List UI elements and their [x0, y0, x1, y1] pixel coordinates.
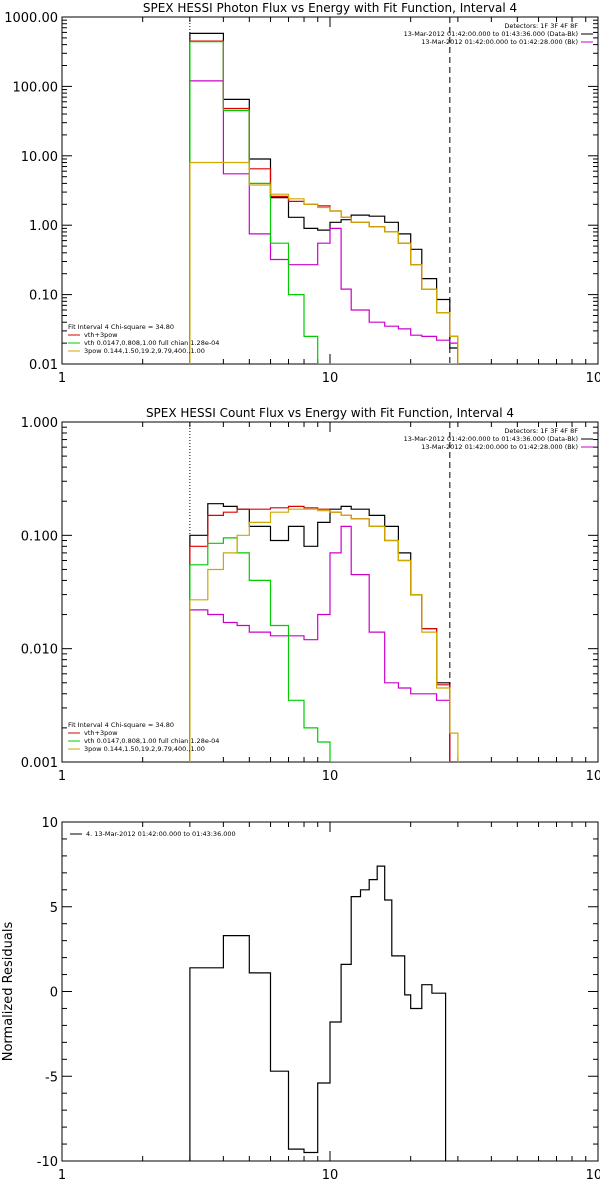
- x-tick-label: 100: [586, 371, 600, 386]
- legend-entry: vth+3pow: [84, 331, 118, 339]
- y-tick-label: 0.01: [29, 358, 58, 373]
- data-time-label: 13-Mar-2012 01:42:00.000 to 01:43:36.000…: [404, 30, 578, 38]
- x-tick-label: 10: [322, 371, 339, 386]
- y-tick-label: 0.010: [21, 643, 58, 658]
- detectors-label: Detectors: 1F 3F 4F 8F: [504, 22, 578, 30]
- y-tick-label: 0.10: [29, 289, 58, 304]
- y-tick-label: 5: [50, 901, 58, 916]
- series-line-1-3: [189, 40, 459, 364]
- x-tick-label: 10: [322, 769, 339, 784]
- legend-entry: vth 0.0147,0.808,1.00 full chian 1.28e-0…: [84, 339, 219, 347]
- legend-entry: vth+3pow: [84, 729, 118, 737]
- x-tick-label: 1: [58, 1168, 66, 1183]
- y-tick-label: 1000.00: [4, 11, 58, 26]
- plot-frame-3: [61, 821, 599, 1162]
- chart-title-1: SPEX HESSI Photon Flux vs Energy with Fi…: [143, 1, 517, 15]
- bk-time-label: 13-Mar-2012 01:42:00.000 to 01:42:28.000…: [421, 443, 578, 451]
- detectors-label: Detectors: 1F 3F 4F 8F: [504, 427, 578, 435]
- plot-frame-1: [61, 16, 599, 365]
- series-line-1-1: [189, 32, 459, 364]
- series-line-2-1: [189, 503, 458, 762]
- y-tick-label: -5: [45, 1070, 58, 1085]
- chart-title-2: SPEX HESSI Count Flux vs Energy with Fit…: [146, 406, 514, 420]
- fit-interval-label: Fit Interval 4 Chi-square = 34.80: [68, 323, 174, 331]
- fit-interval-label: Fit Interval 4 Chi-square = 34.80: [68, 721, 174, 729]
- x-tick-label: 10: [322, 1168, 339, 1183]
- y-tick-label: 10: [41, 816, 58, 831]
- x-tick-label: 1: [58, 769, 66, 784]
- y-tick-label: -10: [37, 1155, 58, 1170]
- y-tick-label: 0.100: [21, 529, 58, 544]
- series-line-1-2: [189, 80, 459, 364]
- y-tick-label: 10.00: [21, 150, 58, 165]
- y-tick-label: 1.000: [21, 416, 58, 431]
- data-time-label: 13-Mar-2012 01:42:00.000 to 01:43:36.000…: [404, 435, 578, 443]
- series-line-2-5: [189, 508, 459, 762]
- x-tick-label: 100: [586, 769, 600, 784]
- series-line-2-4: [189, 537, 458, 762]
- legend-entry: 3pow 0.144,1.50,19.2,9.79,400.,1.00: [84, 347, 205, 355]
- y-tick-label: 0: [50, 986, 58, 1001]
- y-tick-label: 100.00: [13, 80, 59, 95]
- y-tick-label: 1.00: [29, 219, 58, 234]
- series-line-3-1: [189, 865, 447, 1161]
- x-tick-label: 1: [58, 371, 66, 386]
- legend-entry: vth 0.0147,0.808,1.00 full chian 1.28e-0…: [84, 737, 219, 745]
- y-tick-label: 0.001: [21, 756, 58, 771]
- series-line-2-2: [189, 525, 458, 762]
- x-tick-label: 100: [586, 1168, 600, 1183]
- legend-entry: 4. 13-Mar-2012 01:42:00.000 to 01:43:36.…: [86, 830, 236, 838]
- series-line-1-5: [189, 161, 459, 364]
- bk-time-label: 13-Mar-2012 01:42:00.000 to 01:42:28.000…: [421, 38, 578, 46]
- series-line-1-4: [189, 41, 458, 364]
- y-axis-label: Normalized Residuals: [1, 922, 16, 1062]
- series-line-2-3: [189, 505, 458, 762]
- legend-entry: 3pow 0.144,1.50,19.2,9.79,400.,1.00: [84, 745, 205, 753]
